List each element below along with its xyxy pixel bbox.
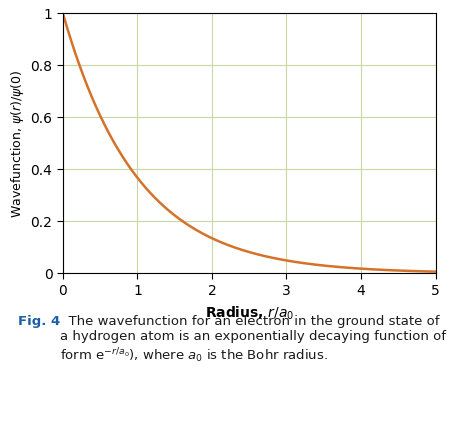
- Text: Fig. 4: Fig. 4: [18, 315, 60, 328]
- X-axis label: Radius, $r/a_0$: Radius, $r/a_0$: [204, 305, 294, 322]
- Text: The wavefunction for an electron in the ground state of
a hydrogen atom is an ex: The wavefunction for an electron in the …: [60, 315, 449, 365]
- Y-axis label: Wavefunction, $\psi(r)/\psi(0)$: Wavefunction, $\psi(r)/\psi(0)$: [9, 69, 26, 217]
